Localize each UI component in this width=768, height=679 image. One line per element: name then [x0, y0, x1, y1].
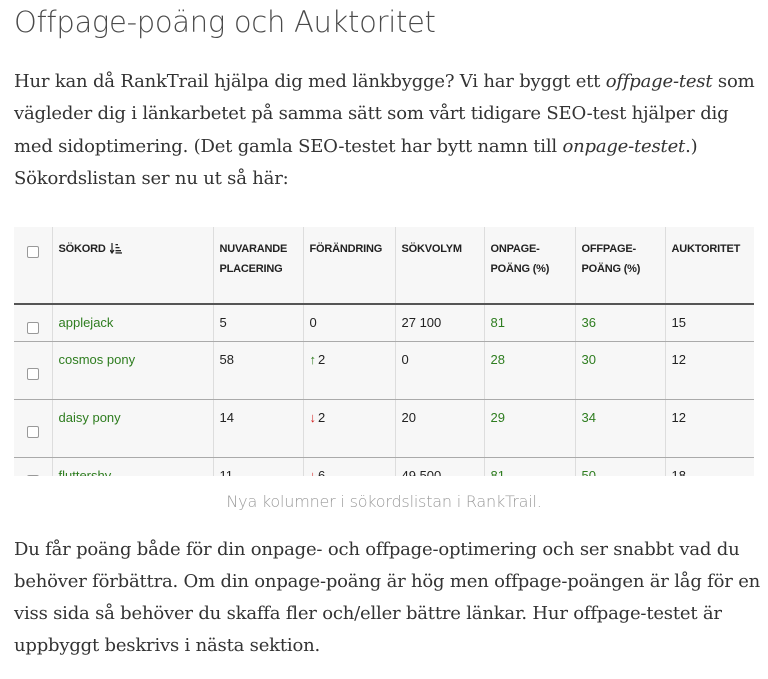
keyword-link[interactable]: cosmos pony	[51, 341, 213, 400]
offpage-score-cell[interactable]: 36	[574, 304, 665, 342]
table-row: cosmos pony 58 ↑ 2 0 28 30 12	[14, 341, 754, 400]
arrow-down-icon: ↓	[309, 468, 317, 476]
keyword-link[interactable]: daisy pony	[51, 399, 213, 458]
change-cell: ↓ 2	[302, 399, 395, 458]
keyword-link[interactable]: applejack	[51, 304, 213, 342]
row-checkbox[interactable]	[27, 475, 39, 476]
volume-cell: 49 500	[394, 457, 484, 476]
authority-cell: 18	[664, 457, 754, 476]
authority-cell: 12	[664, 341, 754, 400]
column-offpage[interactable]: OFFPAGE-POÄNG (%)	[574, 227, 665, 305]
row-checkbox[interactable]	[27, 368, 39, 380]
row-checkbox[interactable]	[27, 426, 39, 438]
volume-cell: 0	[394, 341, 484, 400]
offpage-score-cell[interactable]: 50	[574, 457, 665, 476]
select-all-cell	[14, 227, 52, 305]
onpage-score-cell[interactable]: 81	[483, 457, 575, 476]
position-cell: 11	[212, 457, 303, 476]
position-cell: 5	[212, 304, 303, 342]
intro-paragraph: Hur kan då RankTrail hjälpa dig med länk…	[14, 71, 755, 189]
column-volume[interactable]: SÖKVOLYM	[394, 227, 484, 305]
keyword-link[interactable]: fluttershy	[51, 457, 213, 476]
change-cell: 0	[302, 304, 395, 342]
onpage-score-cell[interactable]: 28	[483, 341, 575, 400]
onpage-score-cell[interactable]: 81	[483, 304, 575, 342]
outro-paragraph: Du får poäng både för din onpage- och of…	[14, 539, 761, 656]
table-row: daisy pony 14 ↓ 2 20 29 34 12	[14, 399, 754, 458]
offpage-score-cell[interactable]: 34	[574, 399, 665, 458]
term-onpage-test: onpage-testet	[562, 135, 686, 157]
page-title: Offpage-poäng och Auktoritet	[14, 5, 436, 39]
figure-caption: Nya kolumner i sökordslistan i RankTrail…	[226, 492, 542, 511]
arrow-up-icon: ↑	[309, 352, 317, 367]
position-cell: 58	[212, 341, 303, 400]
change-cell: ↓ 6	[302, 457, 395, 476]
column-change[interactable]: FÖRÄNDRING	[302, 227, 395, 305]
column-authority[interactable]: AUKTORITET	[664, 227, 754, 305]
keyword-table: SÖKORD NUVARANDE PLACERING FÖRÄNDRING SÖ…	[14, 227, 754, 476]
position-cell: 14	[212, 399, 303, 458]
volume-cell: 20	[394, 399, 484, 458]
arrow-down-icon: ↓	[309, 410, 317, 425]
onpage-score-cell[interactable]: 29	[483, 399, 575, 458]
select-all-checkbox[interactable]	[27, 246, 39, 258]
term-offpage-test: offpage-test	[605, 71, 713, 92]
table-header-row: SÖKORD NUVARANDE PLACERING FÖRÄNDRING SÖ…	[14, 227, 754, 305]
keyword-table-figure: SÖKORD NUVARANDE PLACERING FÖRÄNDRING SÖ…	[14, 227, 754, 476]
table-row: applejack 5 0 27 100 81 36 15	[14, 304, 754, 342]
column-onpage[interactable]: ONPAGE-POÄNG (%)	[483, 227, 575, 305]
volume-cell: 27 100	[394, 304, 484, 342]
offpage-score-cell[interactable]: 30	[574, 341, 665, 400]
change-cell: ↑ 2	[302, 341, 395, 400]
row-checkbox[interactable]	[27, 322, 39, 334]
authority-cell: 15	[664, 304, 754, 342]
column-keyword[interactable]: SÖKORD	[51, 227, 213, 305]
table-row: fluttershy 11 ↓ 6 49 500 81 50 18	[14, 457, 754, 476]
authority-cell: 12	[664, 399, 754, 458]
sort-alpha-icon[interactable]	[109, 241, 122, 261]
column-position[interactable]: NUVARANDE PLACERING	[212, 227, 303, 305]
